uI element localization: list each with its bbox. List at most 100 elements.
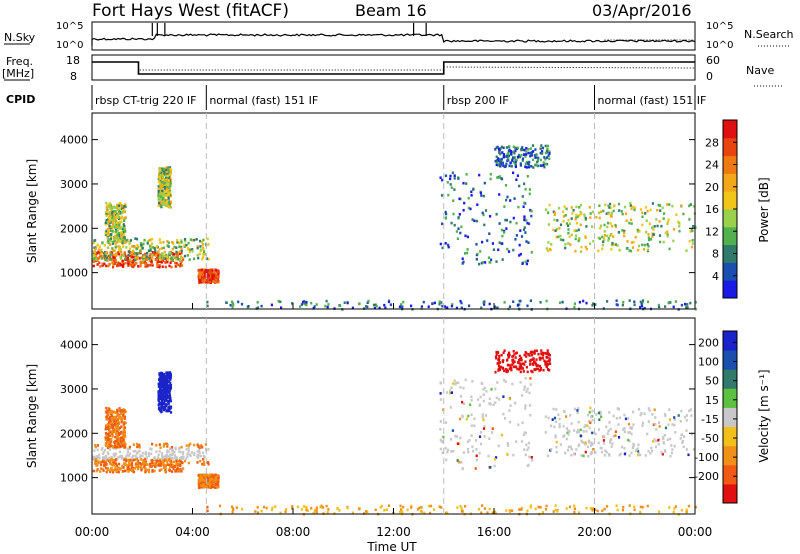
velocity-cell [555, 408, 558, 411]
velocity-cell [157, 382, 160, 386]
velocity-cell [440, 440, 443, 443]
power-cell [121, 265, 124, 268]
power-cell [539, 147, 542, 150]
velocity-cell [130, 469, 133, 472]
power-cell [110, 235, 113, 238]
velocity-cell [618, 416, 621, 420]
power-cell [116, 225, 119, 229]
velocity-cell [484, 414, 488, 417]
power-cell [450, 304, 453, 308]
velocity-cell [365, 510, 368, 513]
velocity-cell [120, 436, 123, 439]
power-cell [526, 259, 529, 263]
velocity-cell [198, 446, 201, 450]
power-cell [169, 200, 173, 204]
power-cell [156, 254, 160, 258]
velocity-cell [121, 444, 124, 448]
power-cell [260, 304, 263, 308]
velocity-cell [117, 456, 120, 459]
power-cell [588, 206, 591, 209]
power-cell [589, 216, 592, 219]
power-cell [628, 221, 631, 225]
power-cell [156, 252, 159, 256]
power-cell [176, 241, 179, 244]
power-cell [127, 253, 130, 257]
velocity-cell [107, 425, 110, 429]
power-cell [118, 245, 122, 249]
velocity-cell [110, 457, 113, 461]
power-cell [501, 161, 504, 165]
velocity-cell [522, 433, 526, 436]
velocity-cell [600, 415, 603, 419]
power-cell [530, 165, 533, 168]
velocity-cell [104, 442, 107, 445]
velocity-cell [120, 418, 123, 422]
power-cell [613, 243, 616, 246]
velocity-cell [135, 465, 138, 468]
velocity-cell [519, 362, 522, 365]
velocity-cell [106, 409, 109, 413]
power-cell [191, 238, 194, 242]
velocity-cell [439, 447, 442, 451]
velocity-cell [576, 411, 579, 414]
power-cell [166, 258, 169, 261]
power-cell [685, 306, 688, 309]
power-cell [689, 203, 692, 206]
power-cell [604, 203, 607, 207]
power-cell [196, 246, 199, 250]
power-cell [162, 184, 165, 188]
velocity-cell [531, 351, 534, 354]
velocity-cell [446, 391, 449, 394]
velocity-cell [468, 439, 471, 442]
velocity-cell [623, 427, 626, 430]
power-cell [488, 302, 491, 306]
power-cell [157, 177, 160, 181]
power-cell [630, 222, 633, 225]
velocity-cell [483, 425, 486, 428]
noise-right-tick-top: 10^5 [706, 21, 733, 32]
power-cell [641, 211, 644, 215]
velocity-cell [644, 454, 647, 457]
power-cell [166, 174, 169, 178]
velocity-cell [187, 461, 190, 465]
power-cell [165, 176, 168, 179]
power-cell [478, 262, 481, 266]
velocity-cell [217, 485, 220, 489]
velocity-cell [106, 414, 109, 417]
power-cell [570, 206, 573, 209]
power-cell [142, 255, 146, 258]
velocity-cell [138, 446, 141, 449]
velocity-cell [96, 464, 99, 467]
velocity-cell [121, 409, 124, 413]
velocity-cell [387, 504, 391, 507]
velocity-cell [279, 511, 282, 515]
velocity-cell [512, 365, 515, 369]
velocity-cell [169, 399, 172, 403]
power-cell [644, 206, 648, 209]
velocity-cell [201, 451, 205, 455]
velocity-cell [101, 456, 104, 459]
velocity-cell [179, 467, 182, 471]
power-cell [507, 152, 510, 155]
power-cell [139, 264, 142, 268]
velocity-cell [465, 417, 468, 421]
velocity-cell [590, 444, 593, 447]
power-cell [195, 238, 198, 241]
power-cell [526, 175, 529, 178]
velocity-cell [162, 445, 165, 448]
power-cell [516, 155, 520, 159]
velocity-colorbar-swatch [723, 407, 737, 427]
power-cell [509, 220, 512, 224]
velocity-cell [155, 463, 158, 467]
power-cell [552, 210, 555, 214]
velocity-cell [630, 432, 633, 436]
power-cell [131, 259, 134, 263]
power-cell [517, 205, 520, 209]
velocity-cell [113, 463, 116, 467]
velocity-cell [109, 470, 112, 474]
velocity-cell [673, 507, 676, 510]
power-cell [161, 197, 165, 200]
power-cell [655, 218, 658, 221]
power-cell [114, 234, 117, 238]
velocity-cell [201, 481, 204, 485]
